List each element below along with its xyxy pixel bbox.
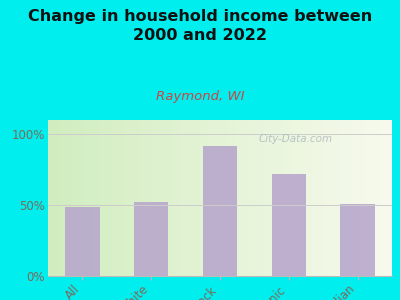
Text: Raymond, WI: Raymond, WI — [156, 90, 244, 103]
Bar — [203, 146, 237, 276]
Bar — [134, 202, 168, 276]
Text: City-Data.com: City-Data.com — [259, 134, 333, 144]
Bar — [272, 174, 306, 276]
Bar — [340, 204, 375, 276]
Bar — [65, 206, 100, 276]
Text: Change in household income between
2000 and 2022: Change in household income between 2000 … — [28, 9, 372, 43]
